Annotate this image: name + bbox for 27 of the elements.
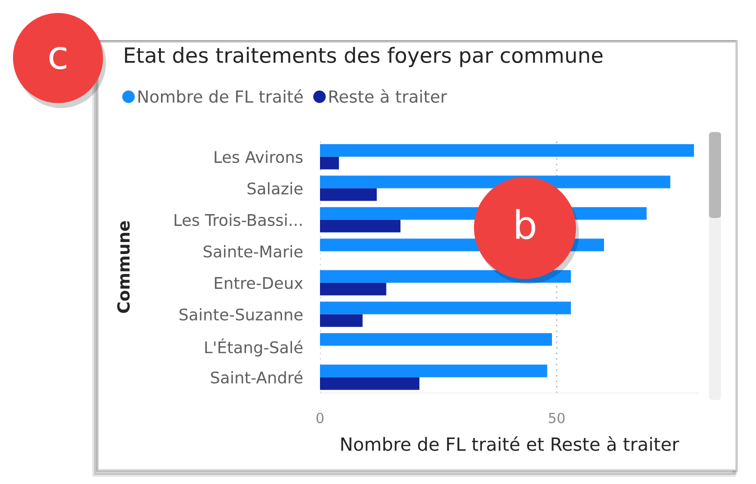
bar <box>320 377 420 390</box>
y-tick-label: Saint-André <box>211 370 302 384</box>
bar <box>320 156 339 170</box>
bar <box>320 188 377 201</box>
y-tick-label: Les Avirons <box>214 150 303 164</box>
bar <box>320 302 571 314</box>
legend-label: Nombre de FL traité <box>138 89 303 103</box>
annotation: b <box>516 209 536 240</box>
chart-title: Etat des traitements des foyers par commune <box>125 46 603 68</box>
bar <box>320 364 548 378</box>
y-tick-label: Sainte-Marie <box>204 245 302 258</box>
y-tick-label: Entre-Deux <box>214 277 303 290</box>
bar <box>320 144 694 157</box>
y-tick-label: Sainte-Suzanne <box>180 308 302 321</box>
x-axis-title: Nombre de FL traité et Reste à traiter <box>341 436 680 451</box>
x-tick-label: 0 <box>316 412 324 424</box>
bar <box>320 333 552 346</box>
x-tick-label: 50 <box>548 412 565 424</box>
y-tick-label: L'Étang-Salé <box>205 338 302 356</box>
y-tick-label: Les Trois-Bassi... <box>174 214 302 226</box>
y-tick-label: Salazie <box>248 182 302 195</box>
bar <box>320 282 386 296</box>
text: c <box>49 46 66 70</box>
bar <box>320 220 400 232</box>
y-axis-title: Commune <box>117 221 130 313</box>
legend-label: Reste à traiter <box>329 89 448 103</box>
bar <box>320 314 363 327</box>
